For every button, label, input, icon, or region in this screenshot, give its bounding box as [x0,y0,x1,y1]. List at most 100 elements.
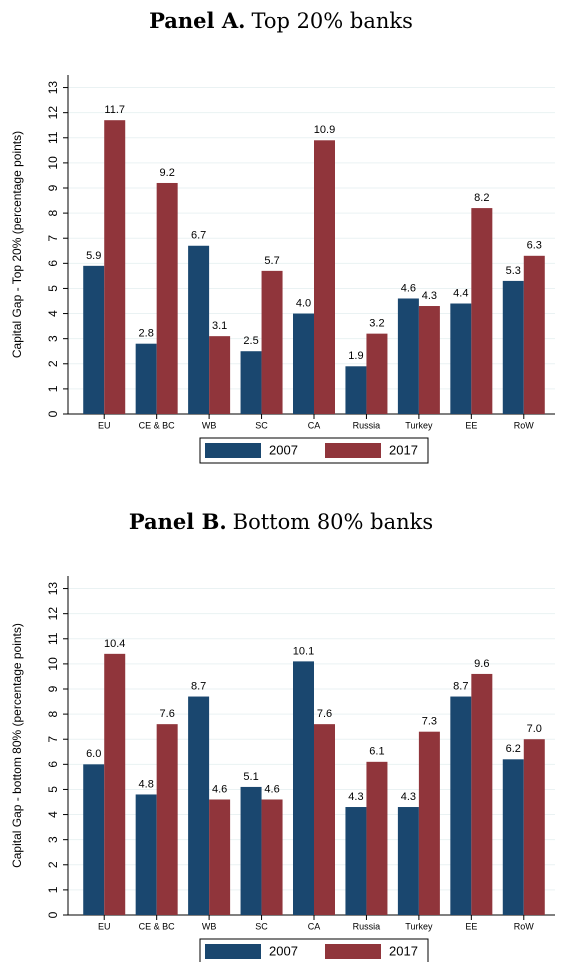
bar [104,120,126,414]
y-tick-label: 1 [46,385,60,392]
panel-title-bold: Panel A. [149,8,245,33]
y-tick-label: 10 [46,657,60,671]
y-tick-label: 1 [46,886,60,893]
bar [83,265,105,414]
y-tick-label: 4 [46,811,60,818]
bar [261,270,283,414]
bar [366,761,388,915]
y-tick-label: 9 [46,685,60,692]
value-label: 7.6 [317,708,332,720]
x-tick-label: CA [308,921,321,931]
x-tick-label: SC [255,921,268,931]
value-label: 4.6 [212,783,227,795]
bar [135,794,157,915]
value-label: 8.2 [474,192,489,204]
bar [83,764,105,915]
y-tick-label: 12 [46,106,60,120]
bar [240,786,262,915]
y-tick-label: 11 [46,632,60,645]
panel-title-bold: Panel B. [129,509,227,534]
value-label: 4.0 [296,297,311,309]
y-tick-label: 2 [46,861,60,868]
y-axis-label: Capital Gap - Top 20% (percentage points… [10,131,24,358]
bar [135,343,157,414]
value-label: 5.7 [264,255,279,267]
y-tick-label: 4 [46,310,60,317]
x-tick-label: Russia [353,921,381,931]
legend-swatch [325,443,381,458]
legend-swatch [205,443,261,458]
y-tick-label: 5 [46,285,60,292]
bar [345,807,367,915]
value-label: 5.3 [506,265,521,277]
value-label: 4.3 [348,791,363,803]
x-tick-label: CA [308,420,321,430]
y-tick-label: 13 [46,81,60,95]
value-label: 7.0 [527,723,542,735]
x-tick-label: EU [98,921,111,931]
value-label: 5.9 [86,250,101,262]
x-tick-label: Turkey [405,420,433,430]
y-tick-label: 11 [46,131,60,144]
bar [188,696,210,915]
bar [293,661,314,915]
y-tick-label: 5 [46,786,60,793]
x-tick-label: WB [202,420,217,430]
bar [418,306,440,414]
x-tick-label: CE & BC [139,420,176,430]
y-tick-label: 7 [46,235,60,242]
bar [523,255,545,414]
value-label: 7.3 [422,716,437,728]
value-label: 4.3 [401,791,416,803]
bar [240,351,262,414]
bar [156,724,178,915]
y-tick-label: 9 [46,184,60,191]
y-tick-label: 13 [46,582,60,596]
value-label: 6.0 [86,748,101,760]
x-tick-label: SC [255,420,268,430]
x-tick-label: EE [465,921,477,931]
legend-swatch [325,944,381,959]
value-label: 6.1 [369,746,384,758]
value-label: 7.6 [160,708,175,720]
x-tick-label: Russia [353,420,381,430]
x-tick-label: RoW [514,921,535,931]
legend-label: 2007 [269,442,298,457]
bar [502,280,524,414]
value-label: 10.9 [314,124,335,136]
bar [523,739,545,915]
value-label: 10.4 [104,638,125,650]
bar [502,759,524,915]
y-tick-label: 0 [46,911,60,918]
value-label: 1.9 [348,350,363,362]
x-tick-label: EU [98,420,111,430]
value-label: 2.8 [139,328,154,340]
bar [418,731,440,915]
bar [209,336,231,414]
y-tick-label: 2 [46,360,60,367]
bar [471,208,493,414]
y-tick-label: 6 [46,260,60,267]
value-label: 10.1 [293,645,314,657]
panel-title: Panel A. Top 20% banks [149,8,413,33]
value-label: 11.7 [104,104,125,116]
value-label: 5.1 [243,771,258,783]
value-label: 6.2 [506,743,521,755]
value-label: 6.7 [191,230,206,242]
value-label: 9.6 [474,658,489,670]
bar [450,303,472,414]
bar [471,673,493,915]
bar [104,653,126,915]
panel-title-text: Top 20% banks [251,9,412,33]
value-label: 4.4 [453,287,468,299]
x-tick-label: CE & BC [139,921,176,931]
x-tick-label: WB [202,921,217,931]
value-label: 6.3 [527,240,542,252]
x-tick-label: Turkey [405,921,433,931]
bar [366,333,388,414]
bar [397,298,419,414]
y-axis-label: Capital Gap - bottom 80% (percentage poi… [10,623,24,868]
bar [261,799,283,915]
y-tick-label: 7 [46,736,60,743]
